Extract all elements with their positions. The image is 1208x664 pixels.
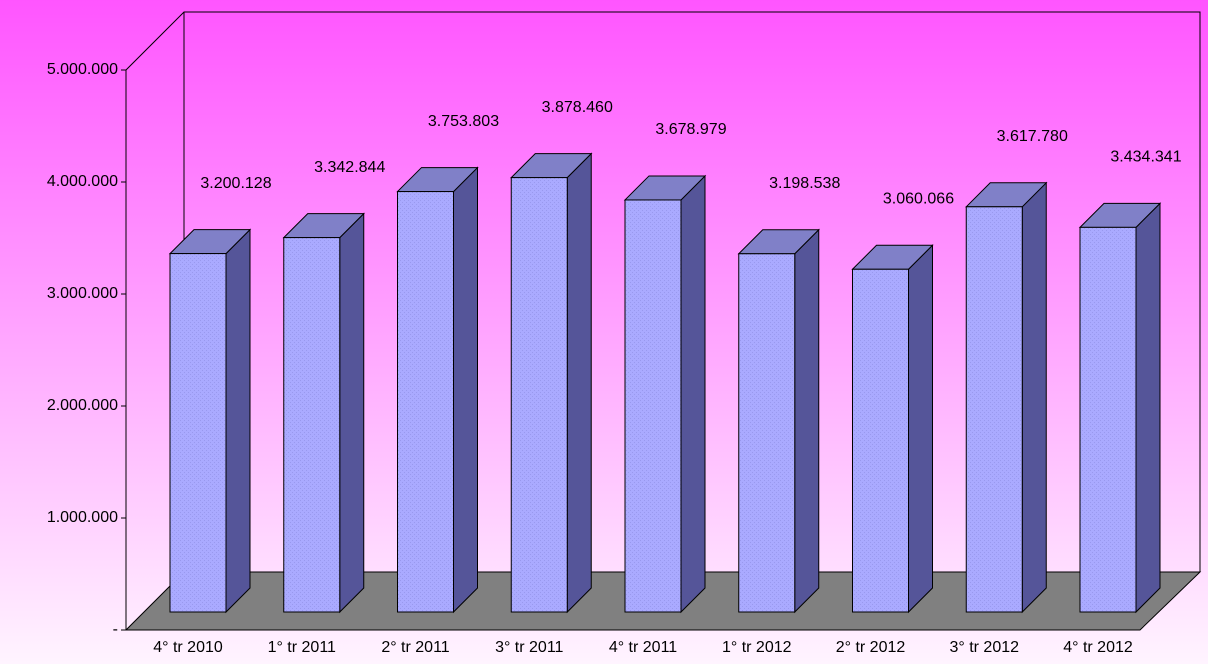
y-tick-label: 5.000.000 — [47, 61, 118, 78]
y-tick-label: 4.000.000 — [47, 173, 118, 190]
x-tick-label: 3° tr 2012 — [949, 639, 1019, 656]
x-tick-label: 1° tr 2012 — [722, 639, 792, 656]
bar — [397, 191, 454, 613]
x-tick-label: 2° tr 2012 — [836, 639, 906, 656]
x-tick-label: 4° tr 2010 — [153, 639, 223, 656]
bar-side — [453, 166, 478, 614]
x-tick-label: 2° tr 2011 — [381, 639, 449, 656]
bar-side — [1135, 202, 1161, 614]
bar — [169, 253, 227, 613]
bar-side — [339, 212, 365, 614]
value-label: 3.342.844 — [314, 159, 385, 176]
bar — [624, 199, 682, 613]
value-label: 3.617.780 — [997, 128, 1068, 145]
x-tick-label: 3° tr 2011 — [495, 639, 563, 656]
y-tick-label: 3.000.000 — [47, 285, 118, 302]
bar — [738, 253, 796, 613]
bar-side — [225, 228, 251, 614]
x-tick-label: 1° tr 2011 — [268, 639, 336, 656]
bar-side — [794, 228, 820, 614]
value-label: 3.878.460 — [542, 99, 613, 116]
value-label: 3.060.066 — [883, 190, 954, 207]
bar — [283, 237, 341, 613]
value-label: 3.753.803 — [428, 113, 499, 130]
x-tick-label: 4° tr 2012 — [1063, 639, 1133, 656]
bar — [510, 177, 568, 613]
value-label: 3.434.341 — [1110, 149, 1181, 166]
bar-side — [566, 152, 592, 614]
bar-side — [680, 174, 706, 614]
bar — [1079, 226, 1137, 613]
back-wall — [125, 11, 1201, 572]
value-label: 3.198.538 — [769, 175, 840, 192]
bar — [965, 206, 1023, 613]
value-label: 3.200.128 — [200, 175, 271, 192]
x-tick-label: 4° tr 2011 — [609, 639, 677, 656]
y-tick-label: - — [113, 621, 118, 638]
y-tick-label: 1.000.000 — [47, 509, 118, 526]
bar-side — [908, 244, 933, 614]
y-tick-label: 2.000.000 — [47, 397, 118, 414]
bar — [852, 268, 909, 613]
bar-side — [1021, 181, 1047, 614]
value-label: 3.678.979 — [655, 121, 726, 138]
